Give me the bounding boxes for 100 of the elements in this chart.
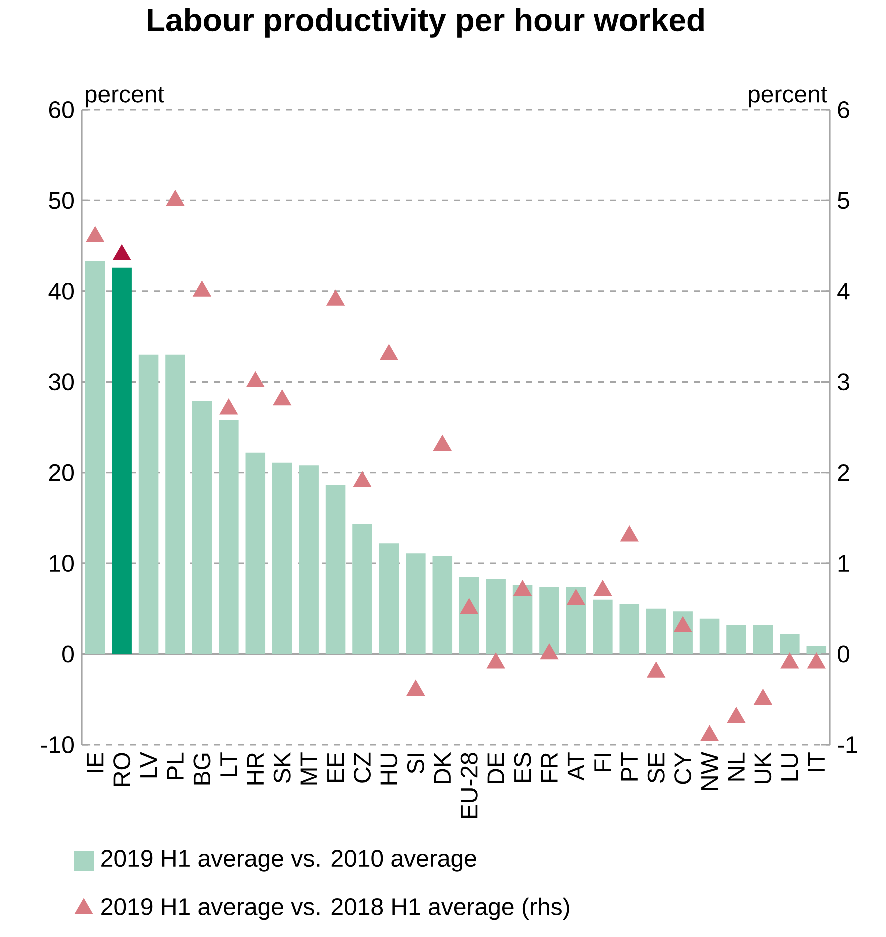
x-tick-label: IT (808, 752, 825, 772)
x-tick-label: HU (380, 754, 398, 785)
x-tick-label: NL (728, 752, 745, 781)
y2-tick-label: 4 (838, 283, 850, 300)
bar (352, 524, 372, 654)
point (567, 589, 586, 606)
x-tick-label: LV (140, 752, 158, 778)
point (246, 372, 265, 388)
bar (219, 420, 239, 654)
x-tick-label: PT (621, 752, 638, 781)
bar (272, 462, 292, 654)
bar (620, 604, 640, 654)
chart-title: Labour productivity per hour worked (148, 8, 704, 38)
x-tick-label: CY (674, 752, 692, 784)
bar (700, 618, 720, 654)
bar (246, 452, 266, 654)
bar (753, 625, 774, 654)
point (808, 652, 826, 669)
point (193, 281, 212, 297)
y-tick-label: 0 (62, 646, 74, 663)
y2-tick-label: 0 (838, 646, 850, 663)
bar (646, 608, 666, 654)
bar (806, 646, 827, 654)
x-tick-label: EE (328, 753, 344, 782)
bar (85, 261, 106, 654)
x-tick-label: AT (568, 752, 584, 781)
point (434, 435, 452, 452)
y2-tick-label: 6 (838, 102, 850, 118)
point (727, 707, 746, 724)
x-tick-label: LU (782, 754, 798, 781)
y-tick-label: -10 (41, 736, 74, 754)
bar (379, 544, 400, 654)
x-tick-label: IE (87, 753, 104, 773)
y2-tick-label: 3 (838, 374, 850, 391)
bar (112, 268, 132, 654)
x-tick-label: BG (194, 754, 211, 785)
bar (432, 556, 453, 654)
point (166, 190, 185, 206)
y-axis-title: percent (86, 87, 164, 108)
point (220, 398, 238, 415)
x-tick-label: RO (114, 753, 131, 786)
x-tick-label: MT (300, 752, 318, 785)
point (380, 344, 398, 360)
y-tick-label: 30 (49, 374, 74, 391)
x-tick-label: SI (407, 754, 424, 774)
bar (138, 354, 159, 654)
point (273, 390, 292, 406)
point (326, 290, 345, 306)
y-tick-label: 50 (49, 192, 74, 210)
x-tick-label: DE (488, 753, 504, 784)
y-tick-label: 40 (48, 282, 74, 300)
point (674, 616, 692, 632)
x-tick-label: EU-28 (460, 753, 478, 818)
bar (593, 600, 613, 654)
point (86, 226, 104, 242)
y2-axis-title: percent (749, 87, 828, 108)
point (353, 472, 372, 488)
bar (459, 577, 480, 654)
x-tick-label: FI (594, 754, 612, 772)
x-tick-label: SK (274, 752, 291, 783)
point (594, 580, 612, 596)
y-tick-label: 10 (50, 555, 74, 572)
point (406, 680, 425, 696)
bar (326, 486, 346, 654)
point (754, 689, 772, 706)
x-tick-label: NW (702, 752, 718, 790)
x-tick-label: HR (247, 753, 264, 785)
point (700, 726, 719, 742)
bar (540, 587, 560, 654)
x-tick-label: LT (220, 752, 238, 776)
y2-tick-label: 2 (838, 464, 850, 482)
point (460, 598, 478, 614)
bar (192, 401, 212, 654)
y-tick-label: 60 (49, 102, 74, 118)
point (620, 526, 639, 542)
legend-label: 2019 H1 average vs. 2010 average (102, 850, 476, 872)
x-tick-label: FR (541, 753, 558, 782)
point (647, 662, 666, 678)
y2-tick-label: 1 (838, 555, 850, 572)
y2-tick-label: -1 (838, 736, 858, 754)
x-tick-label: CZ (354, 752, 371, 783)
point (487, 652, 506, 669)
x-tick-label: UK (754, 752, 772, 784)
bar (726, 625, 746, 654)
bar (299, 466, 319, 654)
bar (486, 578, 506, 654)
y-tick-label: 20 (49, 464, 74, 482)
bar (406, 554, 426, 654)
y2-tick-label: 5 (838, 192, 850, 210)
point (540, 644, 559, 660)
x-tick-label: ES (514, 753, 532, 782)
x-tick-label: SE (648, 753, 665, 783)
bar (166, 354, 186, 654)
legend-label: 2019 H1 average vs. 2018 H1 average (rhs) (102, 898, 570, 920)
point (780, 652, 799, 669)
point (113, 244, 132, 261)
x-tick-label: PL (167, 752, 184, 780)
x-tick-label: DK (434, 752, 451, 784)
bar (780, 634, 800, 654)
point (514, 580, 532, 596)
